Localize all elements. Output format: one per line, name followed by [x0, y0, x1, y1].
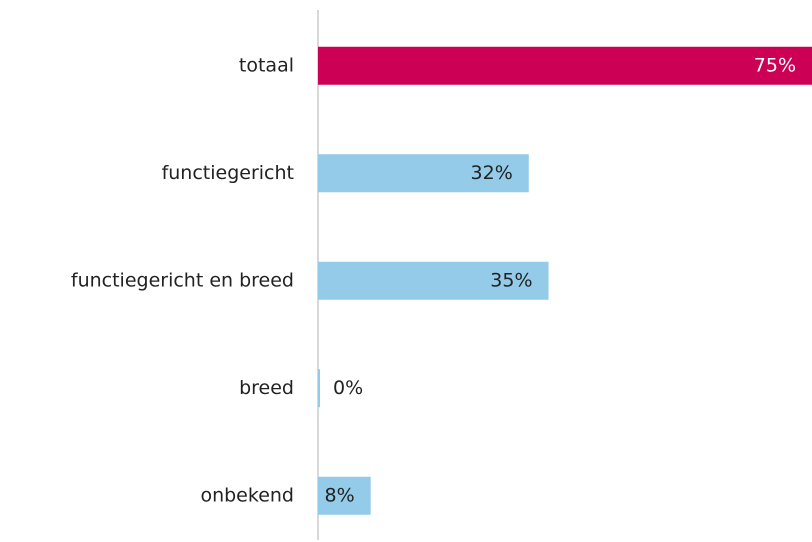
category-label: onbekend [200, 484, 294, 506]
value-label: 8% [325, 484, 355, 506]
category-label: breed [239, 377, 294, 399]
bar [318, 154, 529, 193]
bar [318, 46, 812, 85]
category-label: functiegericht [162, 162, 294, 184]
value-label: 0% [333, 377, 363, 399]
value-label: 32% [471, 162, 513, 184]
value-label: 35% [490, 269, 532, 291]
bar [318, 261, 549, 300]
category-label: totaal [239, 54, 294, 76]
value-label: 75% [754, 54, 796, 76]
bar [318, 369, 320, 408]
category-label: functiegericht en breed [71, 269, 294, 291]
bar [318, 476, 371, 515]
